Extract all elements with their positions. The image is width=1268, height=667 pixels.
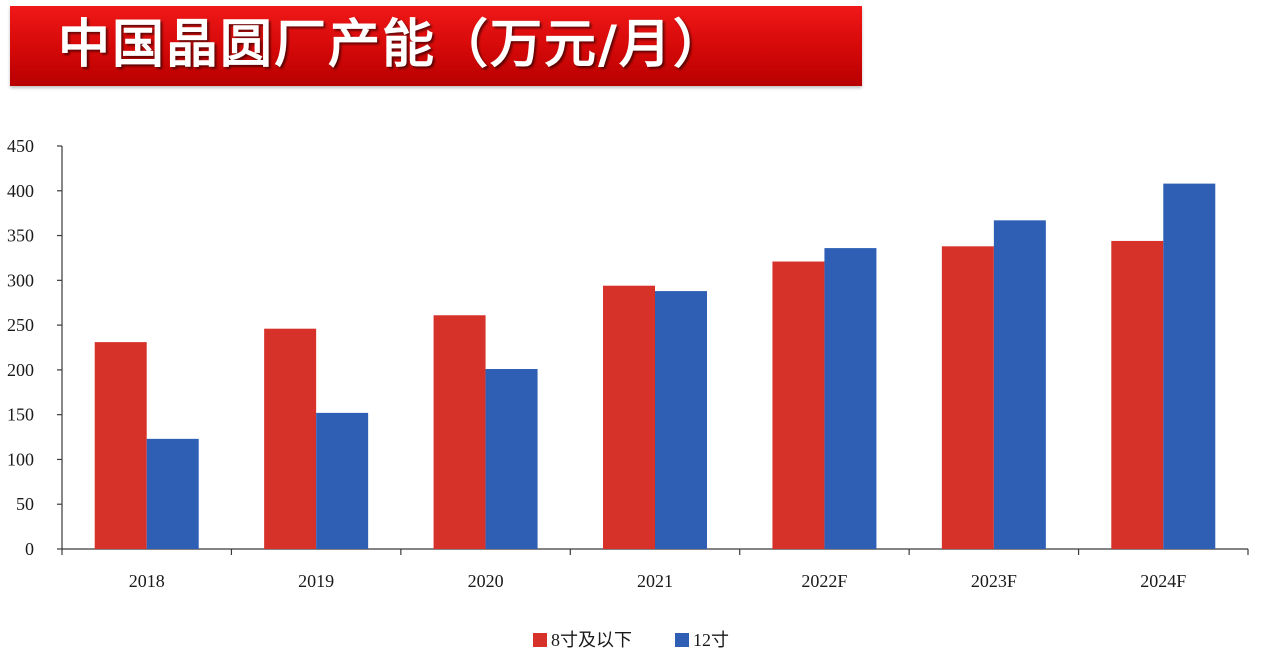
bar-series-8inch-2020 — [433, 315, 486, 549]
bars — [94, 183, 1216, 550]
legend-swatch — [675, 633, 689, 647]
y-tick-label: 200 — [7, 360, 34, 380]
y-tick-label: 100 — [7, 449, 34, 469]
title-banner: 中国晶圆厂产能（万元/月） — [10, 6, 862, 86]
y-tick-label: 50 — [16, 494, 34, 514]
bar-series-8inch-2022F — [772, 261, 825, 549]
y-tick-label: 350 — [7, 226, 34, 246]
bar-series-8inch-2019 — [264, 328, 317, 549]
bar-series-8inch-2018 — [94, 342, 147, 549]
bar-series-8inch-2021 — [603, 285, 655, 549]
bar-series-12inch-2021 — [655, 291, 707, 549]
bar-series-12inch-2022F — [824, 248, 877, 550]
legend-swatch — [533, 633, 547, 647]
x-axis: 2018 2019 2020 2021 2022F 2023F 2024F — [61, 548, 1249, 591]
bar-series-8inch-2023F — [941, 246, 994, 549]
legend-label: 8寸及以下 — [551, 630, 632, 650]
y-tick-label: 150 — [7, 405, 34, 425]
x-tick-label: 2024F — [1140, 571, 1186, 591]
chart-title: 中国晶圆厂产能（万元/月） — [58, 15, 727, 75]
bar-series-8inch-2024F — [1111, 240, 1164, 549]
y-tick-label: 450 — [7, 136, 34, 156]
bar-series-12inch-2019 — [316, 412, 369, 549]
x-tick-label: 2018 — [129, 571, 165, 591]
y-tick-label: 250 — [7, 315, 34, 335]
x-tick-label: 2023F — [971, 571, 1017, 591]
x-tick-label: 2021 — [637, 571, 673, 591]
x-tick-label: 2020 — [468, 571, 504, 591]
legend-label: 12寸 — [693, 630, 729, 650]
y-tick-label: 400 — [7, 181, 34, 201]
y-tick-label: 300 — [7, 270, 34, 290]
bar-series-12inch-2018 — [146, 438, 199, 549]
legend[interactable]: 8寸及以下 12寸 — [533, 630, 729, 650]
bar-series-12inch-2023F — [993, 220, 1046, 549]
bar-series-12inch-2024F — [1163, 183, 1216, 549]
y-tick-label: 0 — [25, 539, 34, 559]
x-tick-label: 2019 — [298, 571, 334, 591]
y-axis: 0 50 100 150 200 250 300 350 400 450 — [7, 136, 63, 559]
x-tick-label: 2022F — [801, 571, 847, 591]
bar-series-12inch-2020 — [485, 368, 538, 549]
